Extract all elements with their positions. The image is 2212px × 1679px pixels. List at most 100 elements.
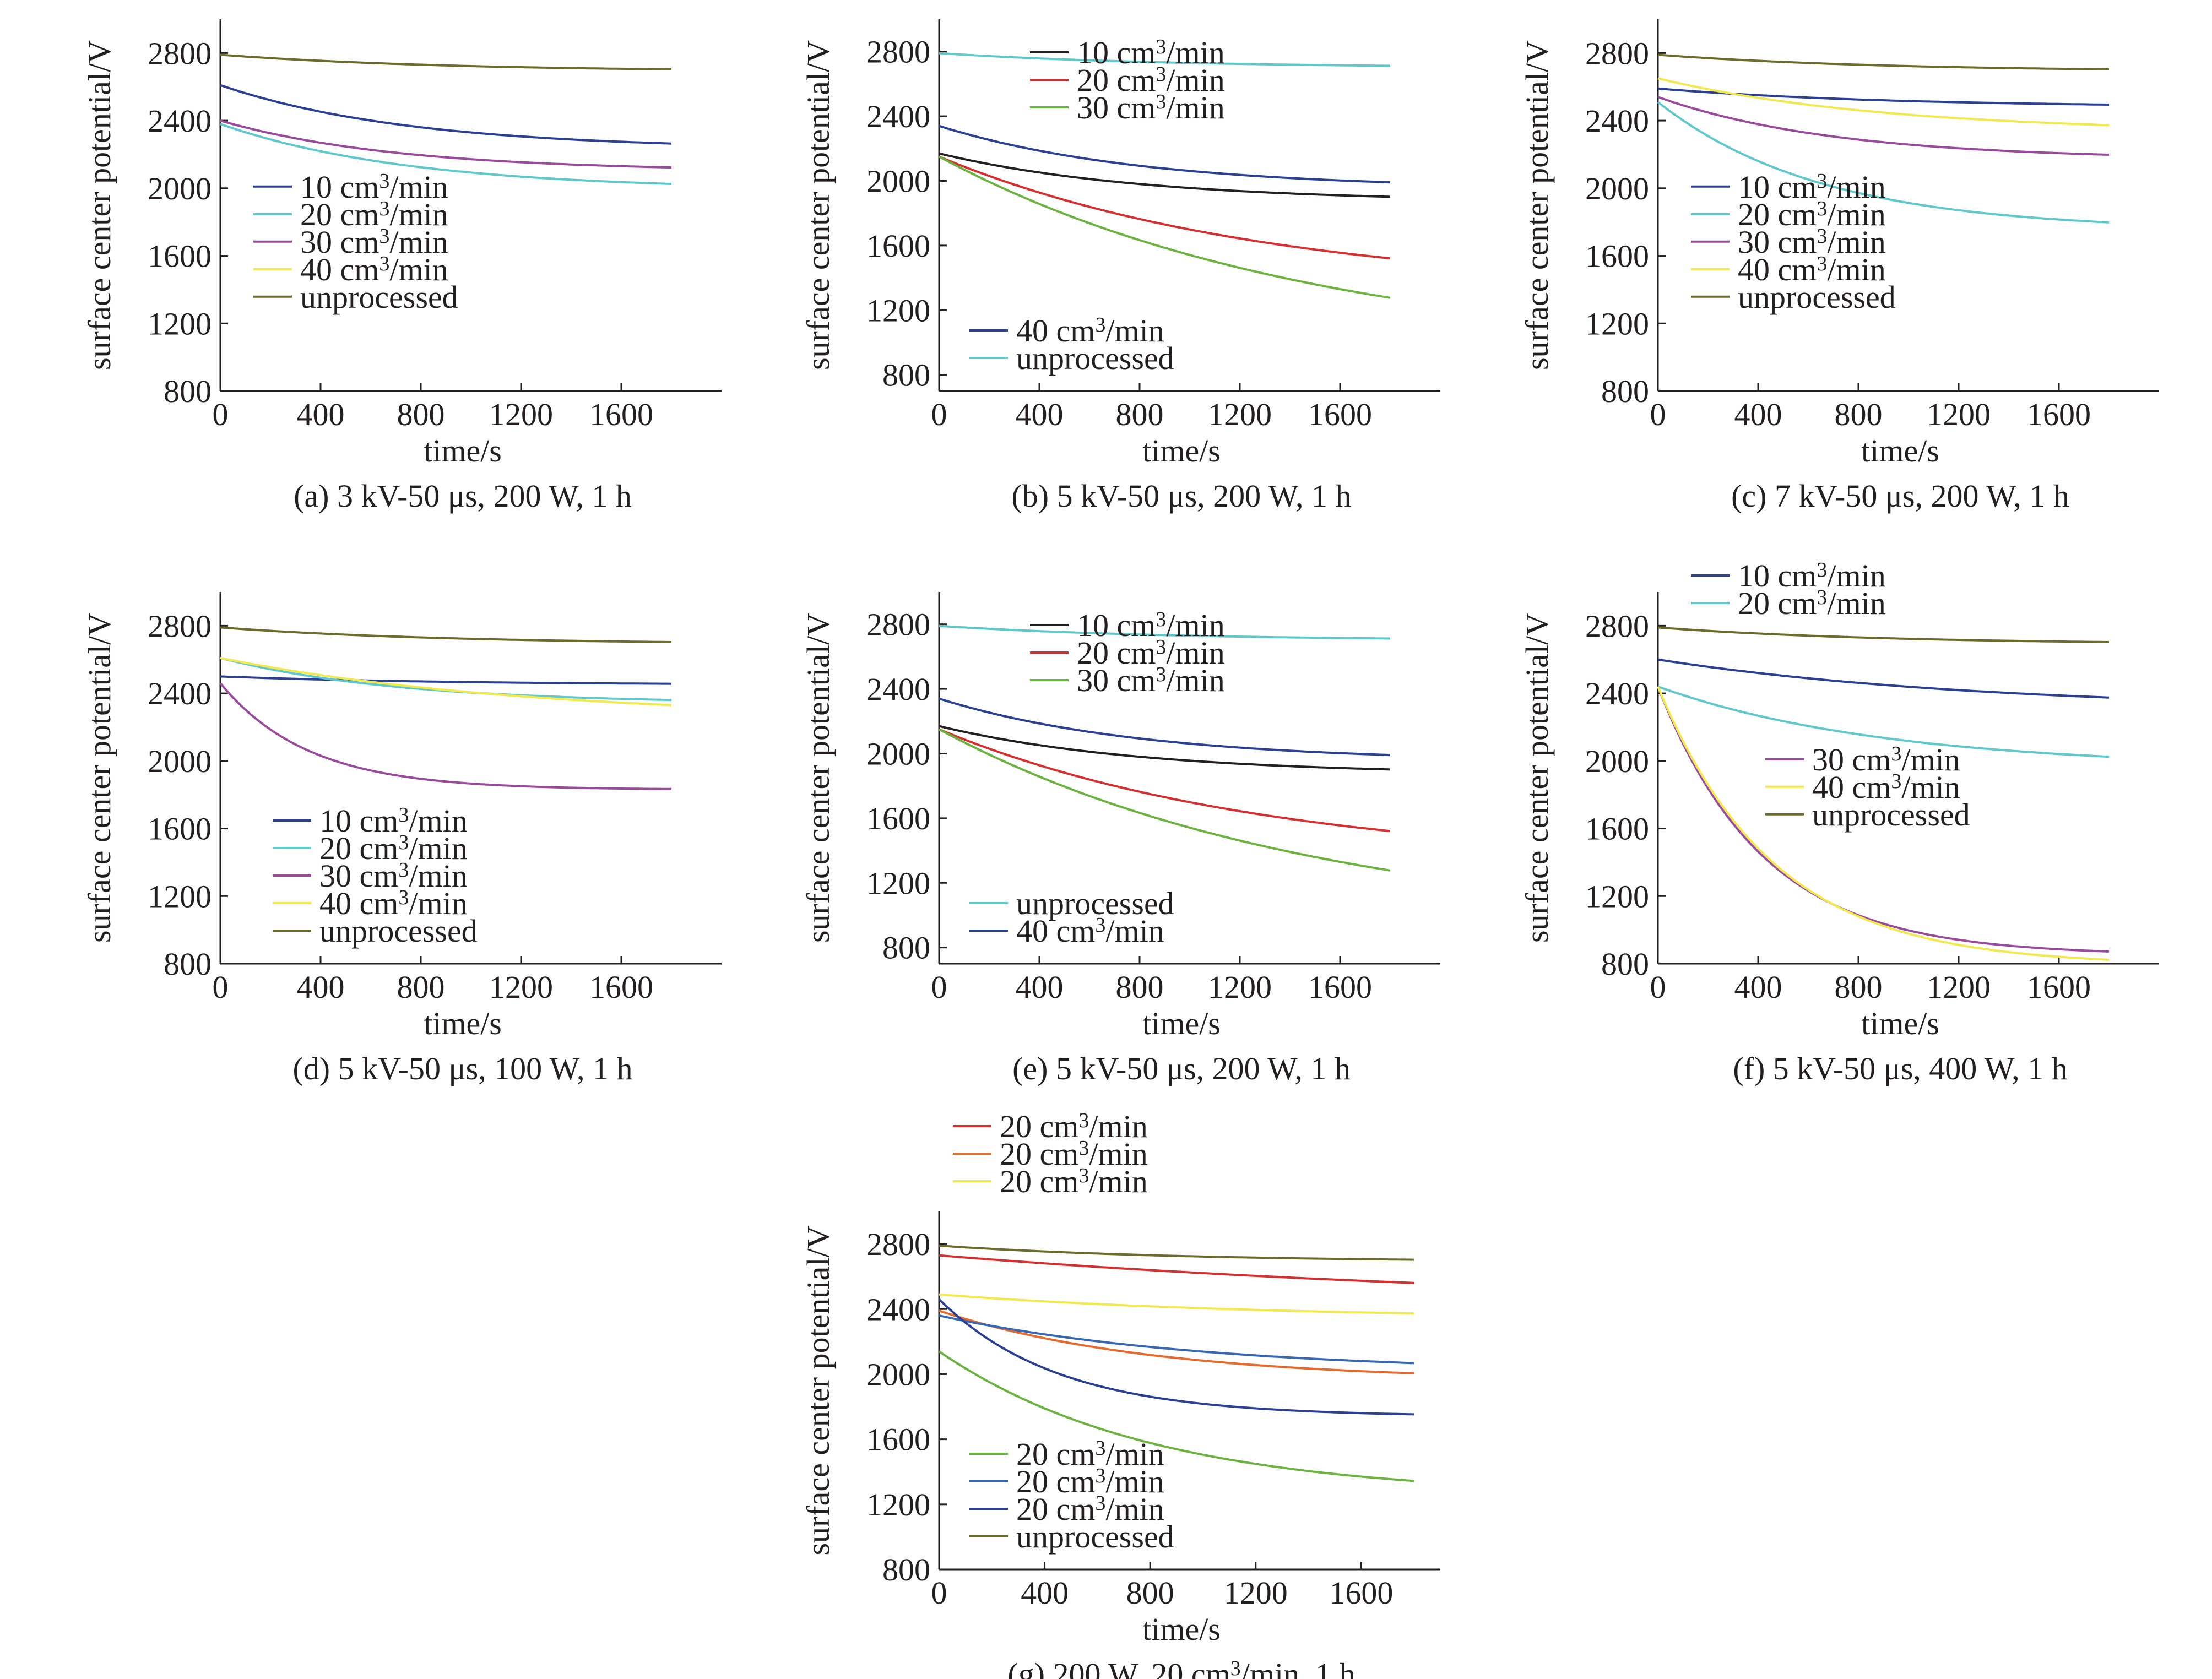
series-line-5 xyxy=(939,52,1391,67)
legend-label: 30 cm3/min xyxy=(1077,662,1225,698)
x-tick-label: 800 xyxy=(1116,969,1164,1005)
x-tick-label: 1200 xyxy=(1927,969,1991,1005)
y-tick-label: 1200 xyxy=(866,1487,930,1523)
y-tick-label: 1600 xyxy=(866,801,930,836)
legend-label: 30 cm3/min xyxy=(319,858,468,894)
y-tick-label: 2000 xyxy=(866,1356,930,1392)
series-line-4 xyxy=(938,1350,1414,1482)
y-tick-label: 2800 xyxy=(866,607,930,643)
legend-label: 30 cm3/min xyxy=(1812,742,1960,778)
y-tick-label: 2400 xyxy=(1585,676,1649,711)
x-tick-label: 800 xyxy=(1126,1575,1174,1611)
y-axis-label: surface center potential/V xyxy=(82,40,117,370)
legend-label: 20 cm3/min xyxy=(1000,1109,1148,1144)
x-tick-label: 800 xyxy=(1116,396,1164,432)
y-tick-label: 2000 xyxy=(148,171,212,207)
legend-label: 20 cm3/min xyxy=(1738,585,1886,621)
legend-label: 20 cm3/min xyxy=(1077,635,1225,671)
x-tick-label: 1600 xyxy=(589,396,653,432)
x-tick-label: 0 xyxy=(213,969,229,1005)
y-axis-label: surface center potential/V xyxy=(82,613,117,943)
x-tick-label: 0 xyxy=(931,1575,947,1611)
chart-panel-f: 800 1200 1600 2000 2400 2800 0 400 800 1200 1600 ti… xyxy=(1519,558,2159,1086)
legend-label: 20 cm3/min xyxy=(1016,1436,1164,1472)
y-tick-label: 2400 xyxy=(866,99,930,134)
legend-label: 30 cm3/min xyxy=(1738,224,1886,260)
legend-label: 20 cm3/min xyxy=(1077,62,1225,98)
series-line-4 xyxy=(939,697,1391,757)
series-line-5 xyxy=(1657,626,2110,643)
y-axis-label: surface center potential/V xyxy=(800,613,836,943)
series-line-1 xyxy=(939,152,1391,198)
y-tick-label: 2800 xyxy=(1585,608,1649,644)
legend-label: 10 cm3/min xyxy=(1738,169,1886,205)
x-tick-label: 1600 xyxy=(589,969,653,1005)
legend-label: 20 cm3/min xyxy=(1016,1491,1164,1527)
x-tick-label: 1600 xyxy=(1308,969,1372,1005)
x-tick-label: 1200 xyxy=(1208,969,1272,1005)
y-tick-label: 1600 xyxy=(148,238,212,274)
x-tick-label: 1200 xyxy=(1208,396,1272,432)
legend-label: unprocessed xyxy=(1812,797,1970,833)
x-tick-label: 800 xyxy=(397,396,445,432)
legend-label: 40 cm3/min xyxy=(1016,313,1164,349)
legend-label: 20 cm3/min xyxy=(1000,1136,1148,1172)
x-tick-label: 1200 xyxy=(489,396,553,432)
panel-caption: (c) 7 kV-50 μs, 200 W, 1 h xyxy=(1731,478,2069,514)
legend-label: unprocessed xyxy=(1016,1519,1174,1555)
x-tick-label: 400 xyxy=(1734,969,1782,1005)
y-tick-label: 2800 xyxy=(866,1226,930,1262)
series-line-3 xyxy=(939,155,1391,299)
x-tick-label: 0 xyxy=(1650,969,1666,1005)
y-tick-label: 1200 xyxy=(148,878,212,914)
y-tick-label: 2000 xyxy=(1585,171,1649,207)
series-line-3 xyxy=(1657,96,2110,156)
y-tick-label: 2800 xyxy=(1585,35,1649,71)
y-tick-label: 1600 xyxy=(1585,238,1649,274)
y-tick-label: 1200 xyxy=(866,865,930,901)
chart-panel-d: 800 1200 1600 2000 2400 2800 0 400 800 1200 1600 ti… xyxy=(82,592,722,1086)
series-line-4 xyxy=(939,124,1391,184)
y-tick-label: 2400 xyxy=(148,103,212,139)
panel-caption: (d) 5 kV-50 μs, 100 W, 1 h xyxy=(292,1051,632,1086)
series-line-2 xyxy=(1657,685,2110,758)
y-tick-label: 2800 xyxy=(148,35,212,71)
legend-label: unprocessed xyxy=(319,913,478,949)
legend-label: 20 cm3/min xyxy=(300,197,448,232)
series-line-3 xyxy=(939,728,1391,872)
legend-label: 20 cm3/min xyxy=(1738,197,1886,232)
y-tick-label: 1600 xyxy=(866,228,930,264)
legend-label: 10 cm3/min xyxy=(1738,558,1886,594)
legend-label: unprocessed xyxy=(300,279,458,315)
x-tick-label: 800 xyxy=(397,969,445,1005)
chart-panel-c: 800 1200 1600 2000 2400 2800 0 400 800 1200 1600 ti… xyxy=(1519,19,2159,514)
y-axis-label: surface center potential/V xyxy=(1519,40,1555,370)
legend-label: 10 cm3/min xyxy=(1077,607,1225,643)
legend-label: 40 cm3/min xyxy=(1016,913,1164,949)
chart-panel-b: 800 1200 1600 2000 2400 2800 0 400 800 1200 1600 ti… xyxy=(800,19,1440,514)
x-axis-label: time/s xyxy=(424,433,502,469)
x-tick-label: 0 xyxy=(931,396,947,432)
series-line-2 xyxy=(939,728,1391,833)
series-line-1 xyxy=(1657,87,2110,106)
x-tick-label: 400 xyxy=(297,969,345,1005)
legend-label: unprocessed xyxy=(1016,340,1174,376)
y-tick-label: 800 xyxy=(164,373,212,409)
series-line-2 xyxy=(1657,101,2110,224)
x-tick-label: 1200 xyxy=(1927,396,1991,432)
y-tick-label: 800 xyxy=(1601,373,1649,409)
series-line-1 xyxy=(939,1254,1414,1284)
y-tick-label: 800 xyxy=(164,946,212,982)
x-tick-label: 800 xyxy=(1835,396,1883,432)
series-line-5 xyxy=(939,624,1391,640)
chart-panel-g: 800 1200 1600 2000 2400 2800 0 400 800 1200 1600 ti… xyxy=(800,1109,1440,1679)
x-tick-label: 800 xyxy=(1835,969,1883,1005)
series-line-4 xyxy=(220,656,672,707)
y-tick-label: 2400 xyxy=(148,676,212,711)
x-tick-label: 400 xyxy=(1016,396,1064,432)
x-axis-label: time/s xyxy=(1142,1006,1221,1041)
y-tick-label: 2400 xyxy=(866,1291,930,1327)
x-tick-label: 400 xyxy=(1021,1575,1069,1611)
legend-label: 20 cm3/min xyxy=(1016,1464,1164,1499)
series-line-1 xyxy=(1657,658,2110,699)
